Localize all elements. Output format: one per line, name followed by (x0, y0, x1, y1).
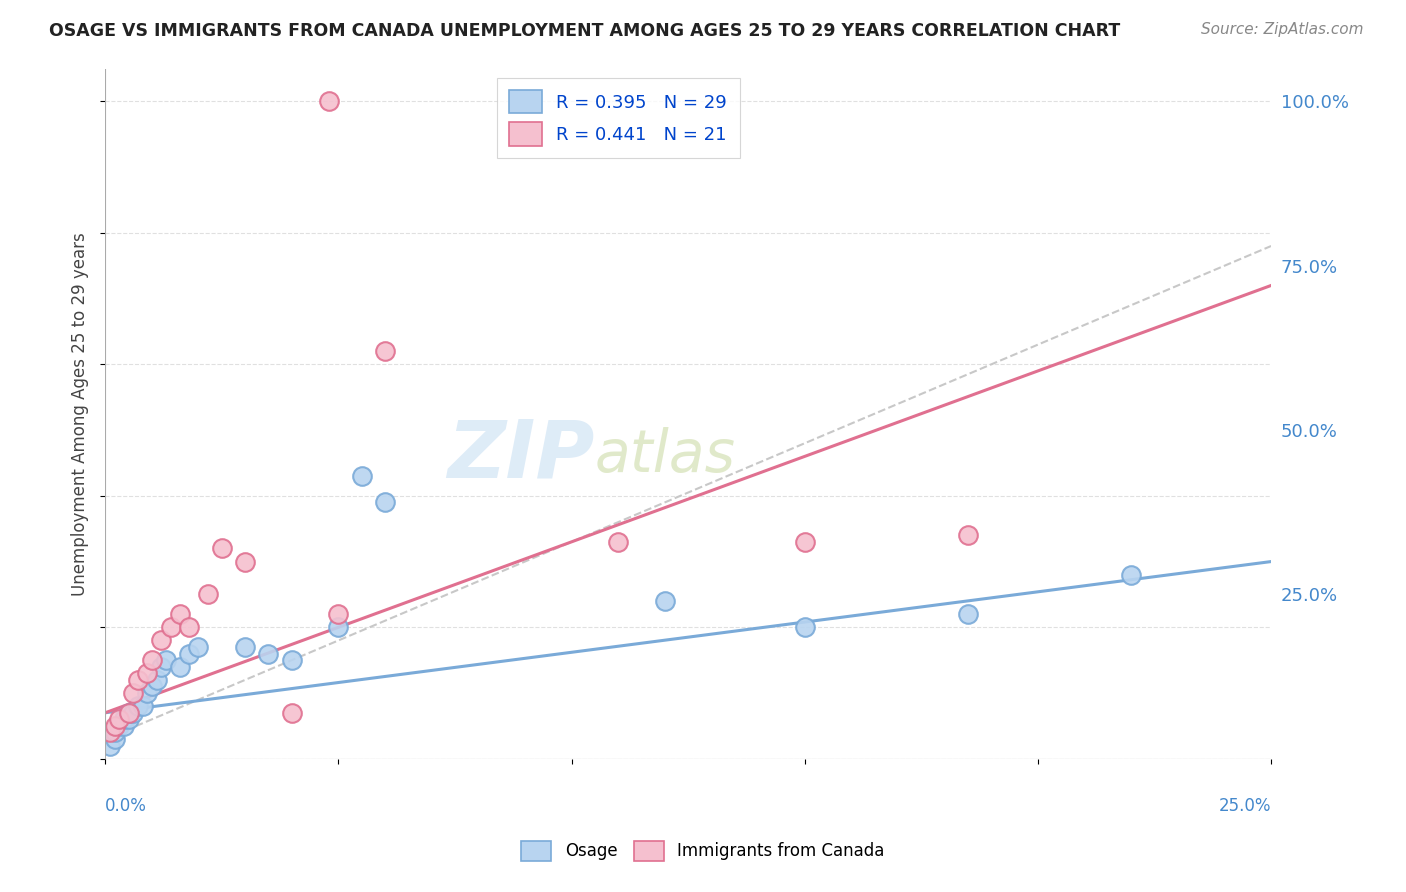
Point (112, 712, 135, 726)
Point (108, 712, 131, 726)
Point (136, 666, 159, 681)
Point (112, 719, 135, 733)
Point (117, 706, 139, 720)
Text: 25.0%: 25.0% (1219, 797, 1271, 814)
Point (136, 686, 159, 700)
Point (127, 673, 149, 687)
Point (179, 647, 201, 661)
Point (141, 653, 163, 667)
Text: 0.0%: 0.0% (105, 797, 148, 814)
Point (956, 528, 979, 542)
Point (281, 706, 304, 720)
Text: atlas: atlas (595, 426, 735, 483)
Point (328, 620, 350, 634)
Point (98, 739, 121, 753)
Point (108, 719, 131, 733)
Point (374, 495, 396, 509)
Point (793, 620, 815, 634)
Point (257, 647, 280, 661)
Point (122, 706, 145, 720)
Point (187, 640, 209, 654)
Point (122, 686, 145, 700)
Text: Source: ZipAtlas.com: Source: ZipAtlas.com (1201, 22, 1364, 37)
Point (654, 594, 676, 608)
Point (211, 541, 233, 556)
Point (281, 653, 304, 667)
Point (141, 680, 163, 694)
Y-axis label: Unemployment Among Ages 25 to 29 years: Unemployment Among Ages 25 to 29 years (72, 232, 89, 596)
Point (117, 706, 139, 720)
Point (318, 95, 340, 109)
Point (1121, 567, 1143, 582)
Point (155, 653, 177, 667)
Legend: Osage, Immigrants from Canada: Osage, Immigrants from Canada (515, 834, 891, 868)
Point (607, 534, 630, 549)
Point (350, 469, 373, 483)
Point (793, 534, 815, 549)
Text: OSAGE VS IMMIGRANTS FROM CANADA UNEMPLOYMENT AMONG AGES 25 TO 29 YEARS CORRELATI: OSAGE VS IMMIGRANTS FROM CANADA UNEMPLOY… (49, 22, 1121, 40)
Point (328, 607, 350, 622)
Point (117, 712, 139, 726)
Point (98, 725, 121, 739)
Text: ZIP: ZIP (447, 416, 595, 494)
Point (145, 673, 167, 687)
Legend: R = 0.395   N = 29, R = 0.441   N = 21: R = 0.395 N = 29, R = 0.441 N = 21 (496, 78, 740, 158)
Point (150, 633, 173, 648)
Point (179, 620, 201, 634)
Point (150, 659, 173, 673)
Point (956, 607, 979, 622)
Point (169, 607, 191, 622)
Point (233, 640, 256, 654)
Point (197, 587, 219, 601)
Point (103, 732, 125, 747)
Point (159, 620, 181, 634)
Point (103, 725, 125, 739)
Point (374, 344, 396, 359)
Point (127, 699, 149, 714)
Point (103, 719, 125, 733)
Point (131, 699, 153, 714)
Point (169, 659, 191, 673)
Point (233, 555, 256, 569)
